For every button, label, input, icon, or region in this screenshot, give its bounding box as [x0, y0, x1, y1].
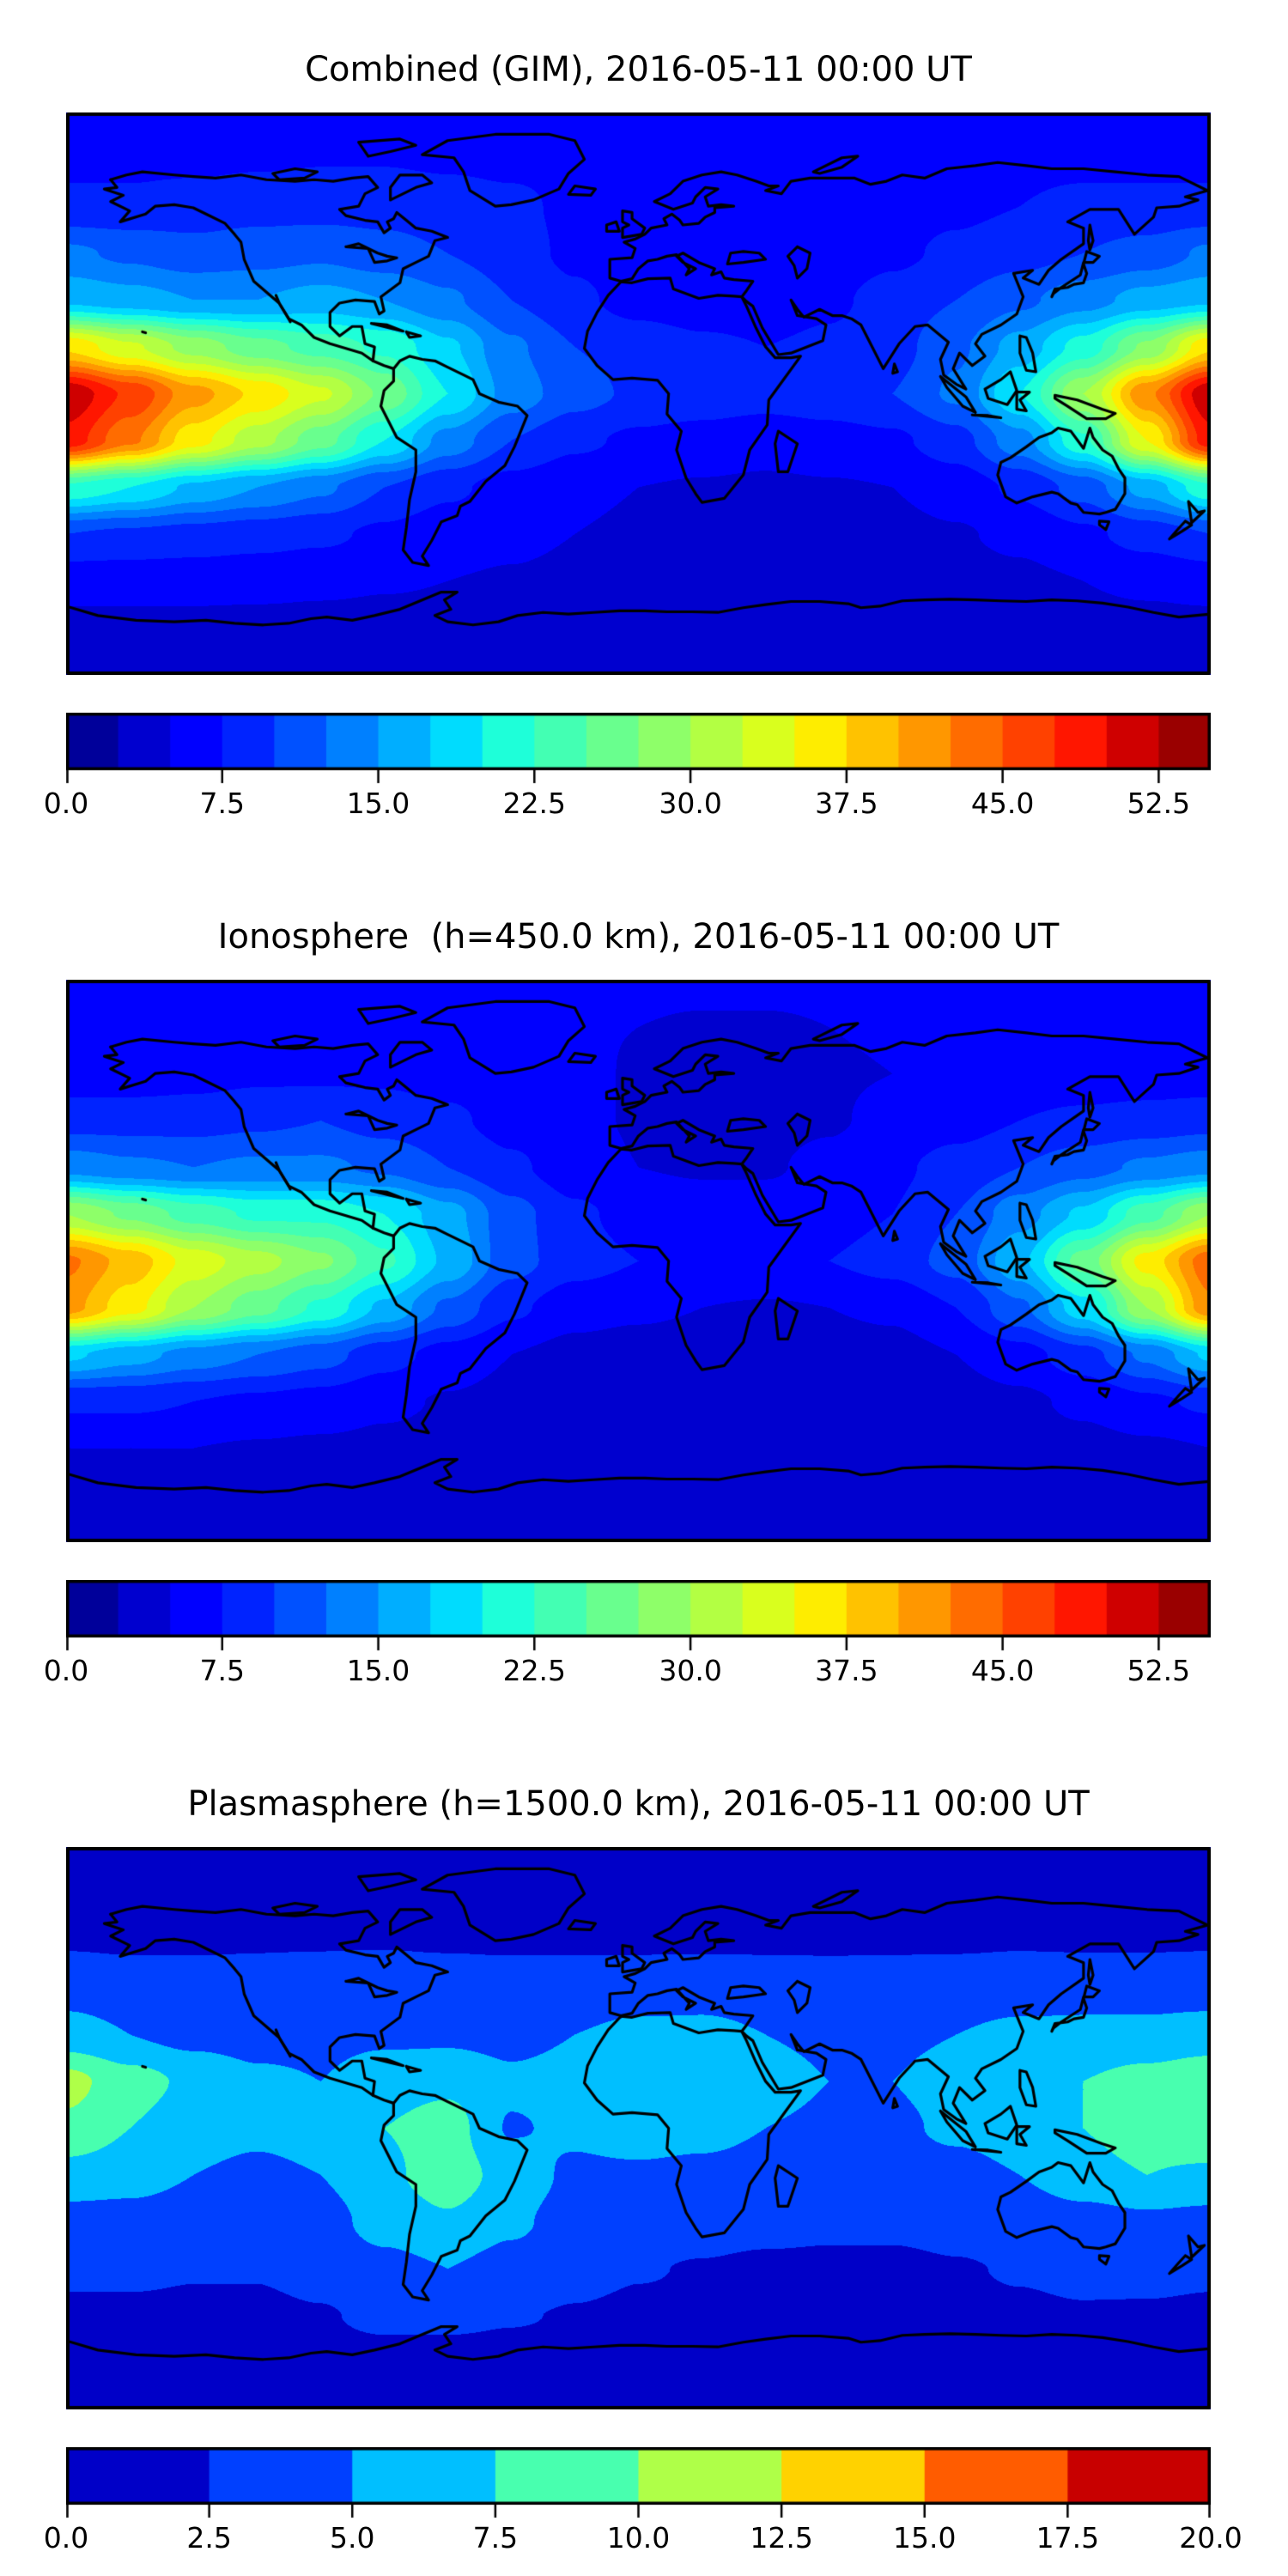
- colorbar-tick-labels: 0.0 2.5 5.0 7.5 10.0 12.5 15.0 17.5 20.0: [44, 2521, 1242, 2559]
- world-tec-map-plasmasphere: [66, 1847, 1211, 2409]
- colorbar-ionosphere: [66, 1580, 1211, 1652]
- colorbar-tick-label: 30.0: [659, 1654, 722, 1687]
- colorbar-tick-label: 7.5: [199, 1654, 246, 1687]
- colorbar-tick-label: 0.0: [43, 2521, 89, 2555]
- colorbar-tick-label: 52.5: [1127, 787, 1191, 820]
- colorbar-tick-label: 0.0: [43, 1654, 89, 1687]
- colorbar-tick-labels: 0.0 7.5 15.0 22.5 30.0 37.5 45.0 52.5: [44, 787, 1211, 824]
- colorbar-tick-label: 15.0: [346, 1654, 410, 1687]
- colorbar-tick-label: 30.0: [659, 787, 722, 820]
- world-tec-map-combined: [66, 112, 1211, 675]
- colorbar-tick-labels: 0.0 7.5 15.0 22.5 30.0 37.5 45.0 52.5: [44, 1654, 1211, 1692]
- colorbar-tick-label: 45.0: [970, 1654, 1035, 1687]
- panel-ionosphere: Ionosphere (h=450.0 km), 2016-05-11 00:0…: [0, 867, 1288, 1735]
- colorbar-tick-label: 15.0: [346, 787, 410, 820]
- colorbar-tick-label: 22.5: [502, 787, 567, 820]
- colorbar-tick-label: 12.5: [750, 2521, 813, 2555]
- world-tec-map-ionosphere: [66, 980, 1211, 1542]
- panel-plasmasphere: Plasmasphere (h=1500.0 km), 2016-05-11 0…: [0, 1735, 1288, 2576]
- colorbar-tick-label: 15.0: [893, 2521, 957, 2555]
- colorbar-tick-label: 7.5: [199, 787, 246, 820]
- colorbar-tick-label: 37.5: [815, 1654, 878, 1687]
- colorbar-plasmasphere: [66, 2447, 1211, 2519]
- panel-title: Combined (GIM), 2016-05-11 00:00 UT: [305, 50, 972, 89]
- panel-title: Plasmasphere (h=1500.0 km), 2016-05-11 0…: [187, 1784, 1090, 1824]
- colorbar-tick-label: 5.0: [330, 2521, 375, 2555]
- colorbar-tick-label: 20.0: [1179, 2521, 1242, 2555]
- colorbar-tick-label: 37.5: [815, 787, 878, 820]
- panel-title: Ionosphere (h=450.0 km), 2016-05-11 00:0…: [217, 917, 1060, 957]
- colorbar-tick-label: 7.5: [472, 2521, 519, 2555]
- colorbar-tick-label: 17.5: [1036, 2521, 1100, 2555]
- colorbar-tick-label: 0.0: [43, 787, 89, 820]
- colorbar-tick-label: 52.5: [1127, 1654, 1191, 1687]
- colorbar-combined: [66, 713, 1211, 785]
- colorbar-tick-label: 45.0: [970, 787, 1035, 820]
- colorbar-tick-label: 2.5: [186, 2521, 232, 2555]
- colorbar-tick-label: 10.0: [606, 2521, 671, 2555]
- colorbar-tick-label: 22.5: [502, 1654, 567, 1687]
- panel-combined-gim: Combined (GIM), 2016-05-11 00:00 UT 0.0 7…: [0, 0, 1288, 867]
